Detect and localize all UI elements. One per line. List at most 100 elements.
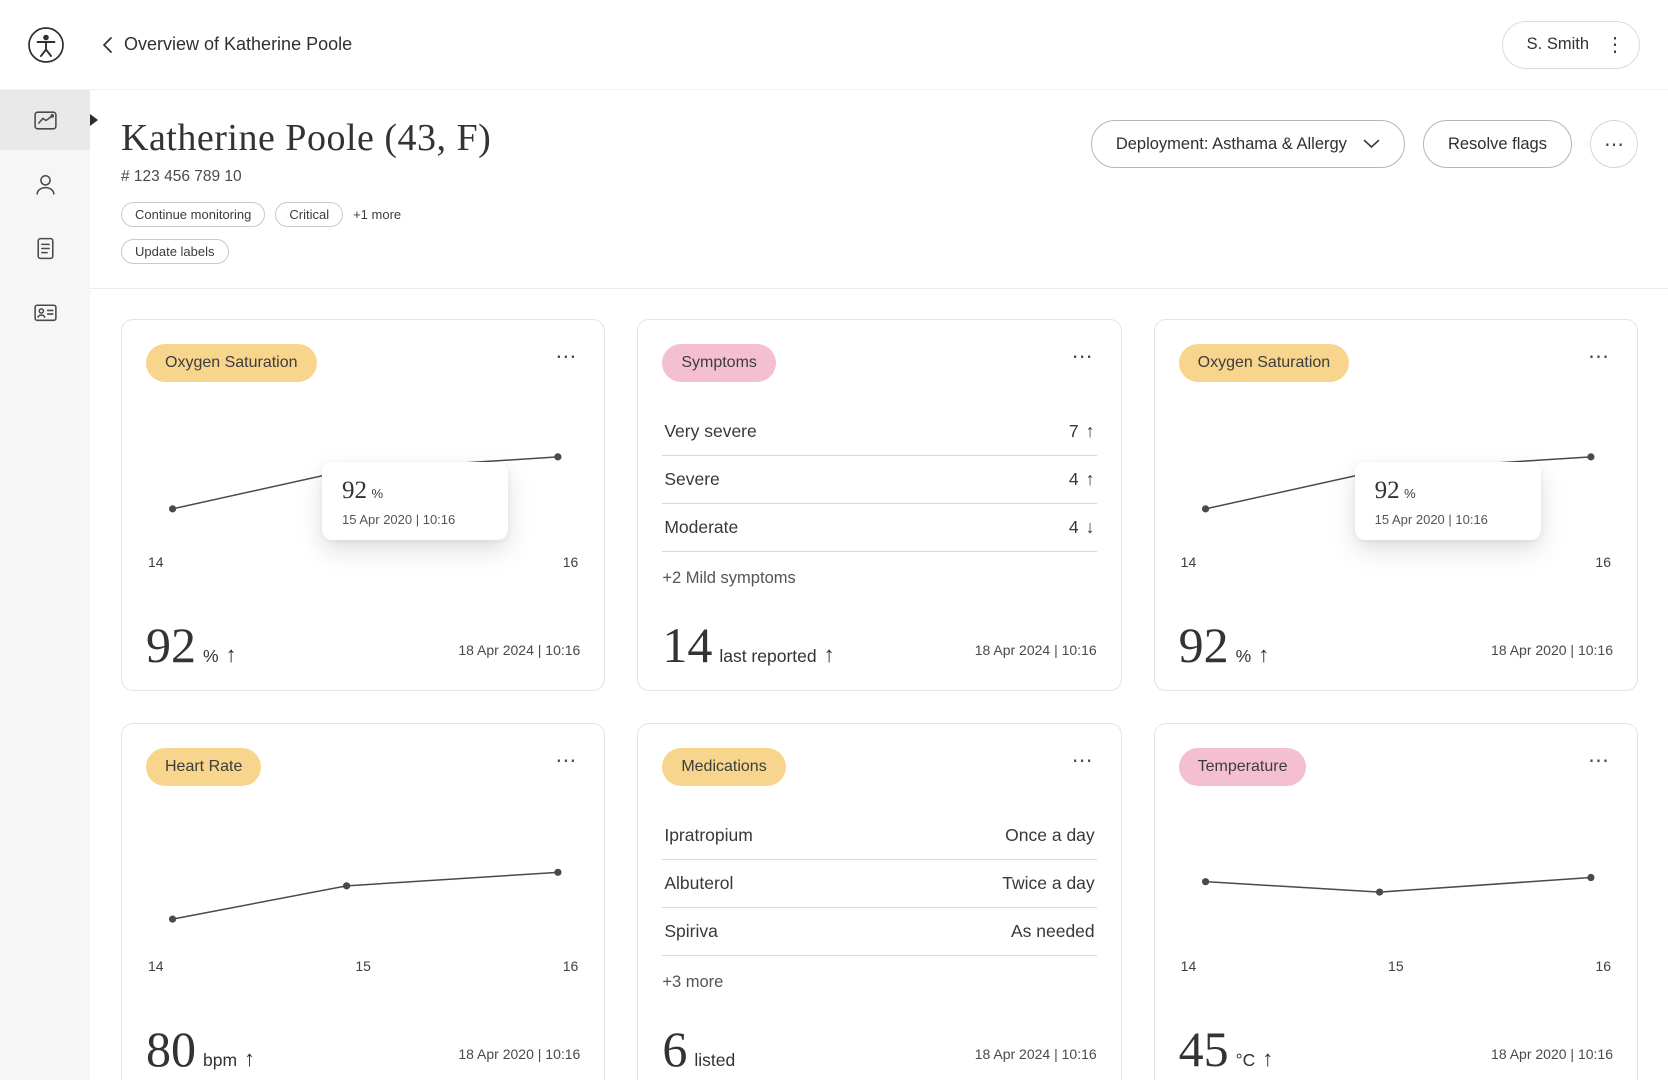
cards-grid: Oxygen Saturation ⋯ 14 16 92 % 15 Apr 20… — [90, 289, 1668, 1080]
line-chart — [1179, 826, 1613, 954]
sidebar-item-patient[interactable] — [0, 154, 90, 214]
card-header: Oxygen Saturation ⋯ — [1178, 344, 1613, 382]
list-row: Moderate 4 ↓ — [662, 504, 1097, 552]
card-menu-button[interactable]: ⋯ — [1584, 344, 1613, 369]
x-tick: 14 — [1180, 554, 1197, 570]
trend-up-icon: ↑ — [244, 1046, 256, 1071]
card-badge: Medications — [662, 748, 786, 786]
list-row: Spiriva As needed — [662, 908, 1097, 956]
row-label: Very severe — [664, 421, 757, 441]
user-name: S. Smith — [1526, 35, 1589, 53]
list-row: Albuterol Twice a day — [662, 860, 1097, 908]
card-badge: Heart Rate — [146, 748, 262, 786]
card-menu-button[interactable]: ⋯ — [1068, 748, 1097, 773]
row-count: 4 — [1068, 517, 1079, 537]
stat-value: 6 — [662, 1021, 688, 1077]
stat-value: 45 — [1178, 1021, 1229, 1077]
line-chart — [146, 826, 580, 954]
more-labels-link[interactable]: +1 more — [353, 207, 402, 222]
header-more-button[interactable]: ⋯ — [1590, 120, 1638, 168]
patient-name: Katherine Poole (43, F) — [121, 117, 492, 159]
card-menu-button[interactable]: ⋯ — [551, 344, 580, 369]
card-stat: 92 % ↑ — [146, 620, 237, 670]
back-button[interactable] — [102, 36, 114, 54]
deployment-dropdown[interactable]: Deployment: Asthama & Allergy — [1090, 120, 1405, 168]
active-item-caret — [90, 114, 98, 126]
more-symptoms-link[interactable]: +2 Mild symptoms — [662, 569, 796, 587]
card-stat: 14 last reported ↑ — [662, 620, 834, 670]
user-menu[interactable]: S. Smith ⋮ — [1501, 20, 1640, 69]
x-tick: 16 — [562, 554, 579, 570]
card-badge: Oxygen Saturation — [146, 344, 317, 382]
card-badge: Oxygen Saturation — [1178, 344, 1350, 382]
card-header: Symptoms ⋯ — [662, 344, 1096, 382]
resolve-flags-button[interactable]: Resolve flags — [1422, 120, 1572, 168]
more-medications-link[interactable]: +3 more — [662, 973, 724, 991]
stat-unit: °C — [1235, 1050, 1256, 1070]
card-timestamp: 18 Apr 2024 | 10:16 — [458, 642, 581, 658]
patient-header: Katherine Poole (43, F) # 123 456 789 10… — [90, 90, 1668, 264]
patient-icon — [35, 174, 55, 195]
x-axis-ticks: 14 15 16 — [148, 958, 578, 974]
sidebar-item-notes[interactable] — [0, 218, 90, 278]
x-axis-ticks: 14 15 16 — [1181, 958, 1611, 974]
chevron-left-icon — [103, 36, 112, 53]
chart-tooltip: 92 % 15 Apr 2020 | 10:16 — [322, 462, 508, 540]
card-oxygen-saturation-2: Oxygen Saturation ⋯ 14 16 92 % 15 Apr 20… — [1153, 319, 1638, 691]
row-value: 7 ↑ — [1069, 421, 1095, 442]
update-labels-button[interactable]: Update labels — [121, 239, 229, 264]
card-menu-button[interactable]: ⋯ — [1584, 748, 1613, 773]
list-row: Severe 4 ↑ — [662, 456, 1097, 504]
label-chip: Continue monitoring — [121, 202, 266, 227]
tooltip-timestamp: 15 Apr 2020 | 10:16 — [342, 512, 456, 527]
stat-value: 92 — [1178, 617, 1229, 673]
row-label: Severe — [664, 469, 720, 489]
trend-up-icon: ↑ — [1258, 642, 1270, 667]
stat-value: 92 — [146, 617, 196, 673]
row-value: 4 ↓ — [1069, 517, 1095, 538]
trend-down-icon: ↓ — [1085, 517, 1095, 537]
medication-list: Ipratropium Once a day Albuterol Twice a… — [662, 812, 1097, 956]
sidebar-item-care-team[interactable] — [0, 282, 90, 342]
x-tick: 14 — [148, 554, 164, 570]
stat-unit: % — [1235, 646, 1252, 666]
x-tick: 15 — [1388, 958, 1404, 974]
kebab-vertical-icon[interactable]: ⋮ — [1605, 33, 1625, 56]
app-logo[interactable] — [26, 25, 66, 65]
card-timestamp: 18 Apr 2020 | 10:16 — [1491, 1046, 1613, 1062]
row-frequency: Twice a day — [1002, 873, 1095, 893]
list-row: Ipratropium Once a day — [662, 812, 1097, 860]
row-label: Moderate — [664, 517, 739, 537]
main-content: Katherine Poole (43, F) # 123 456 789 10… — [90, 90, 1668, 1080]
trend-up-icon: ↑ — [823, 642, 835, 667]
card-stat: 45 °C ↑ — [1179, 1024, 1274, 1074]
card-oxygen-saturation: Oxygen Saturation ⋯ 14 16 92 % 15 Apr 20… — [121, 319, 606, 691]
accessibility-logo-icon — [28, 26, 64, 63]
row-label: Albuterol — [664, 873, 734, 893]
chart-tooltip: 92 % 15 Apr 2020 | 10:16 — [1354, 462, 1541, 540]
card-menu-button[interactable]: ⋯ — [551, 748, 580, 773]
row-value: Twice a day — [1002, 873, 1094, 894]
card-stat: 92 % ↑ — [1179, 620, 1270, 670]
card-timestamp: 18 Apr 2020 | 10:16 — [458, 1046, 581, 1062]
symptom-list: Very severe 7 ↑ Severe 4 ↑ Moderate — [662, 408, 1097, 552]
row-frequency: As needed — [1010, 921, 1095, 941]
card-menu-button[interactable]: ⋯ — [1068, 344, 1097, 369]
x-tick: 15 — [355, 958, 371, 974]
card-medications: Medications ⋯ Ipratropium Once a day Alb… — [637, 723, 1122, 1080]
stat-unit: listed — [694, 1050, 736, 1070]
row-value: As needed — [1011, 921, 1095, 942]
stat-value: 80 — [146, 1021, 196, 1077]
stat-value: 14 — [662, 617, 713, 673]
tooltip-value-row: 92 % — [1375, 477, 1521, 505]
row-count: 7 — [1068, 421, 1079, 441]
trend-up-icon: ↑ — [225, 642, 237, 667]
x-axis-ticks: 14 16 — [1181, 554, 1611, 570]
card-stat: 80 bpm ↑ — [146, 1024, 255, 1074]
patient-labels: Continue monitoring Critical +1 more — [121, 202, 1638, 227]
sidebar-item-monitoring[interactable] — [0, 90, 98, 150]
card-symptoms: Symptoms ⋯ Very severe 7 ↑ Severe 4 ↑ — [637, 319, 1122, 691]
tooltip-value: 92 — [1374, 477, 1400, 504]
row-label: Ipratropium — [664, 825, 753, 845]
tooltip-unit: % — [1404, 486, 1416, 501]
